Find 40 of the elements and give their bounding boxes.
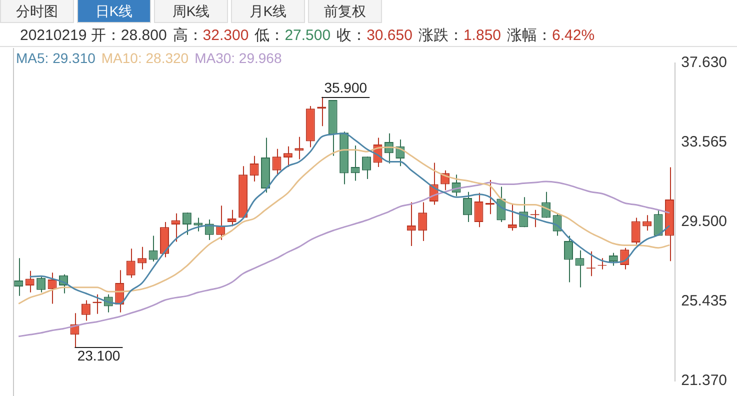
text: 高：32.300 (172, 27, 249, 44)
candlestick (350, 145, 360, 182)
annotation: 23.100 (77, 347, 120, 364)
text: 日K线 (77, 0, 151, 23)
y-tick-label: 25.435 (681, 292, 728, 310)
text: 周K线 (154, 0, 228, 23)
y-tick-label: 21.370 (681, 372, 728, 390)
candlestick (25, 270, 34, 293)
text: MA10: 28.320 (101, 50, 189, 66)
candlestick (148, 235, 158, 262)
candlestick (564, 235, 573, 283)
text: 20210219 开：28.800 (20, 27, 167, 44)
candlestick (575, 250, 584, 288)
annotation: 35.900 (324, 79, 368, 96)
text: 分时图 (0, 0, 74, 23)
candlestick (14, 258, 24, 296)
candlestick (294, 136, 304, 160)
text: MA5: 29.310 (16, 50, 96, 66)
text: 涨跌：1.850 (418, 27, 502, 44)
text: 低：27.500 (254, 27, 331, 44)
candlestick (418, 202, 428, 242)
candlestick (631, 217, 640, 245)
candlestick (283, 146, 292, 168)
candlestick (406, 202, 416, 247)
candlestick (194, 217, 203, 232)
y-tick-label: 29.500 (681, 213, 728, 230)
text: 前复权 (308, 0, 382, 23)
y-tick-label: 33.565 (681, 134, 728, 151)
candlestick (508, 204, 517, 232)
candlestick (474, 192, 484, 228)
y-tick-label: 37.630 (681, 54, 728, 72)
candlestick (138, 246, 147, 270)
text: 涨幅：6.42% (507, 27, 595, 44)
candlestick (227, 209, 236, 227)
candlestick (171, 212, 180, 242)
text: MA30: 29.968 (194, 50, 282, 66)
candlestick (642, 214, 652, 232)
candlestick (463, 191, 472, 222)
text: 收：30.650 (336, 27, 412, 44)
text: 月K线 (231, 0, 305, 23)
